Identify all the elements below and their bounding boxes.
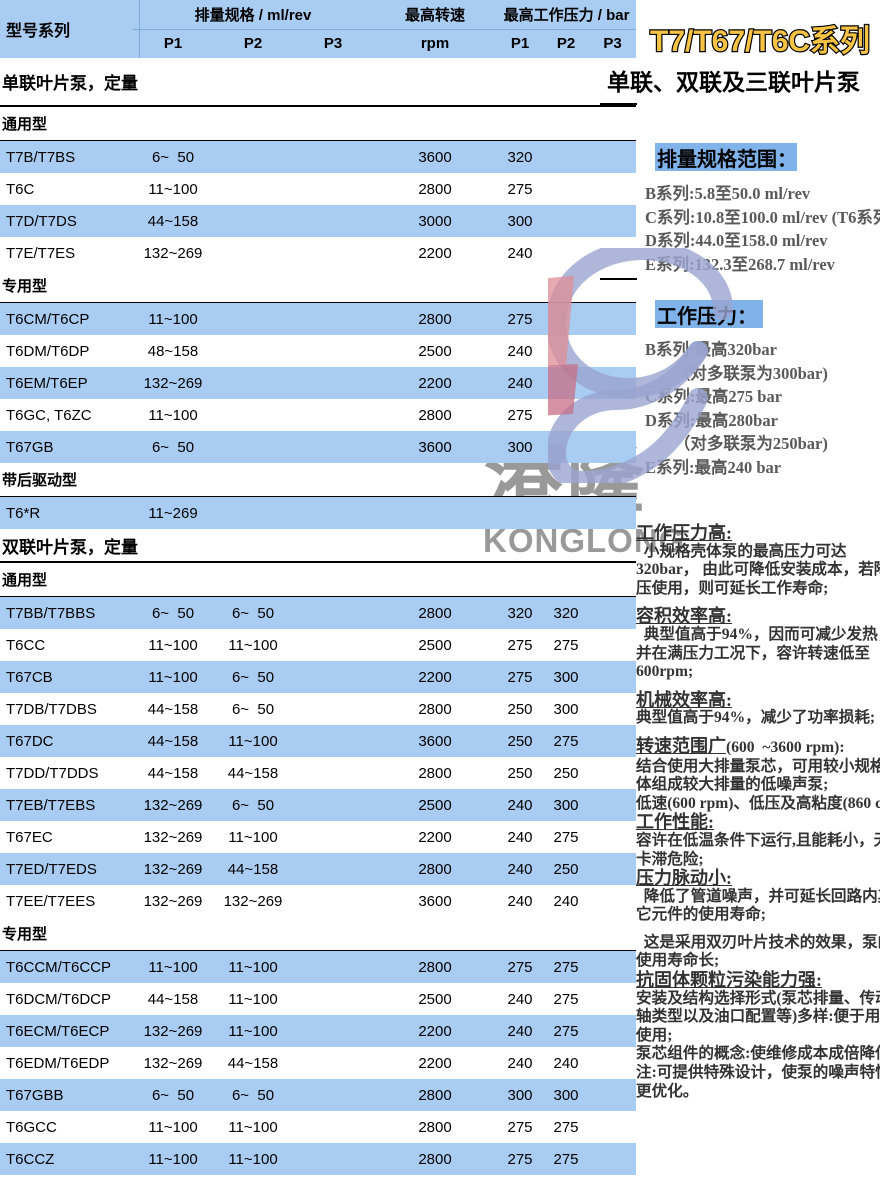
svg-text:T7/T67/T6C系列: T7/T67/T6C系列 (650, 25, 870, 58)
